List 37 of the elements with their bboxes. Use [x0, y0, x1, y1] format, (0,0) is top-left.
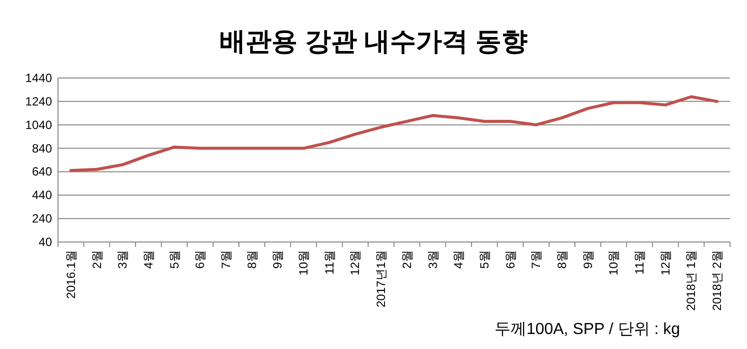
x-tick-label: 6월 [193, 250, 208, 269]
y-tick-label: 640 [32, 164, 52, 179]
x-tick-label: 6월 [503, 250, 518, 269]
x-tick-label: 7월 [219, 250, 233, 269]
y-tick-label: 1440 [25, 71, 52, 85]
x-tick-label: 2월 [400, 250, 414, 269]
y-tick-label: 240 [32, 212, 52, 226]
x-tick-label: 2017년1월 [374, 250, 388, 308]
x-tick-label: 10월 [296, 250, 311, 276]
text: 두께100A, SPP / 단위 : kg [494, 321, 680, 338]
x-tick-label: 2018년 1월 [684, 250, 698, 311]
x-tick-label: 4월 [141, 250, 156, 269]
x-tick-label: 9월 [270, 250, 285, 269]
x-tick-label: 12월 [348, 250, 362, 276]
x-tick-label: 11월 [632, 250, 647, 274]
x-tick-label: 2016.1월 [64, 250, 78, 299]
x-tick-label: 2월 [90, 250, 104, 269]
x-tick-label: 4월 [452, 250, 466, 269]
y-tick-label: 40 [38, 235, 52, 249]
x-tick-label: 12월 [658, 250, 672, 276]
chart-title: 배관용 강관 내수가격 동향 [220, 26, 528, 56]
x-tick-label: 10월 [606, 250, 621, 276]
x-tick-label: 9월 [580, 250, 595, 269]
x-tick-label: 11월 [322, 250, 336, 274]
x-tick-label: 8월 [244, 250, 259, 269]
y-tick-label: 440 [32, 188, 52, 202]
x-tick-label: 7월 [529, 250, 544, 269]
x-tick-label: 3월 [426, 250, 440, 269]
x-tick-label: 5월 [477, 250, 492, 269]
x-tick-label: 2018년 2월 [710, 250, 724, 311]
x-tick-label: 3월 [116, 250, 130, 269]
y-tick-label: 1040 [25, 118, 52, 132]
y-tick-label: 1240 [25, 94, 52, 108]
x-tick-label: 5월 [167, 250, 182, 269]
line-series [69, 95, 719, 172]
y-tick-label: 840 [32, 141, 52, 156]
x-tick-label: 8월 [555, 250, 569, 269]
